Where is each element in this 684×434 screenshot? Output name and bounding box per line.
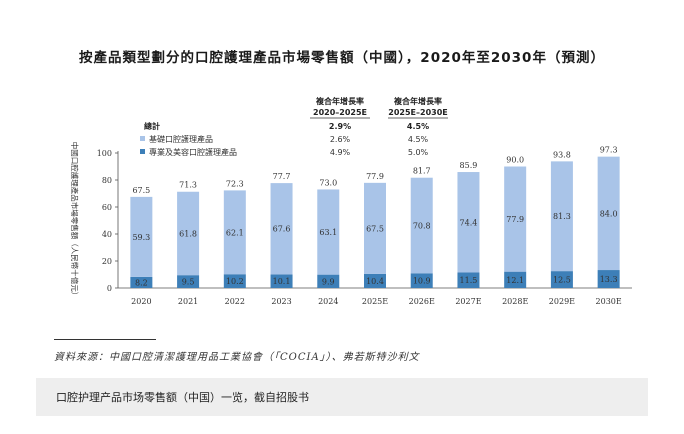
y-tick-label: 100 [97,149,112,158]
cagr-value-2025-2030: 4.5% [408,135,429,144]
data-label-professional: 12.5 [553,276,571,285]
data-label-total: 81.7 [413,167,431,176]
bar-segment-professional [223,274,246,288]
bar-segment-basic [223,190,246,275]
data-label-basic: 59.3 [132,233,150,242]
bar-segment-basic [410,177,433,274]
bar-segment-basic [177,191,200,276]
data-label-basic: 61.8 [179,229,197,238]
data-label-total: 93.8 [553,150,571,159]
x-tick-label: 2021 [178,297,198,306]
stacked-bar-chart: 0 20 40 60 80 100 中國口腔護理產品市場零售額（人民幣十億元） 8.2 59.3… [70,96,632,306]
data-label-total: 85.9 [460,161,478,170]
cagr-col1-period: 2020–2025E [313,108,367,117]
data-label-total: 67.5 [132,186,150,195]
data-label-basic: 67.6 [273,225,291,234]
bar-segment-professional [457,272,480,288]
cagr-value-2025-2030: 5.0% [408,148,429,157]
bar-segment-basic [457,172,480,273]
y-tick-label: 60 [102,203,112,212]
bar-segment-basic [550,161,573,272]
data-label-professional: 13.3 [600,275,618,284]
cagr-row-label: 總計 [144,121,160,131]
data-label-professional: 11.5 [460,276,478,285]
bar-segment-basic [317,189,340,275]
x-tick-label: 2028E [502,297,528,306]
x-tick-label: 2029E [549,297,575,306]
x-tick-label: 2030E [596,297,622,306]
x-tick-label: 2024 [318,297,338,306]
cagr-value-2020-2025: 4.9% [330,148,351,157]
data-label-total: 90.0 [506,156,524,165]
y-tick-label: 80 [102,176,112,185]
chart-title: 按產品類型劃分的口腔護理產品市場零售額（中國），2020年至2030年（預測） [79,50,605,66]
data-label-professional: 8.2 [135,278,148,287]
x-tick-label: 2023 [271,297,291,306]
caption-text: 口腔护理产品市场零售额（中国）一览，截自招股书 [56,391,309,404]
data-label-professional: 10.1 [273,277,291,286]
bar-segment-professional [550,271,573,288]
bar-segment-basic [504,166,527,272]
footnote-divider [54,339,156,340]
bar-segment-professional [177,275,200,288]
bar-segment-professional [317,274,340,288]
data-label-basic: 74.4 [460,218,478,227]
caption-bar: 口腔护理产品市场零售额（中国）一览，截自招股书 [36,378,648,416]
legend-swatch-basic [140,136,145,141]
cagr-value-2020-2025: 2.9% [329,122,351,131]
data-label-basic: 81.3 [553,212,571,221]
y-axis-label: 中國口腔護理產品市場零售額（人民幣十億元） [70,142,80,300]
data-label-professional: 10.4 [366,277,384,286]
data-label-total: 71.3 [179,181,197,190]
cagr-col2-period: 2025E–2030E [388,108,447,117]
x-tick-label: 2026E [409,297,435,306]
data-label-professional: 10.2 [226,277,244,286]
legend-swatch-professional [140,149,145,154]
x-tick-label: 2027E [455,297,481,306]
data-label-total: 77.9 [366,172,384,181]
bar-segment-professional [410,273,433,288]
data-label-basic: 62.1 [226,228,244,237]
bar-segment-basic [364,182,386,274]
data-label-professional: 9.9 [322,277,335,286]
data-label-professional: 12.1 [506,276,524,285]
data-label-basic: 70.8 [413,221,431,230]
data-label-professional: 9.5 [182,278,195,287]
y-tick-label: 20 [102,257,112,266]
cagr-value-2025-2030: 4.5% [407,122,429,131]
x-tick-label: 2025E [362,297,388,306]
data-label-total: 73.0 [319,178,337,187]
bar-segment-basic [597,156,620,271]
x-tick-label: 2022 [225,297,245,306]
source-note: 資料來源：中國口腔清潔護理用品工業協會（「COCIA」）、弗若斯特沙利文 [54,352,420,363]
bar-segment-professional [130,276,153,288]
cagr-col2-header: 複合年增長率 [393,96,442,106]
bar-segment-professional [504,271,527,288]
bar-segment-basic [130,196,153,277]
data-label-basic: 67.5 [366,224,384,233]
data-label-basic: 84.0 [600,209,618,218]
bar-segment-professional [364,273,386,288]
data-label-total: 97.3 [600,146,618,155]
data-label-professional: 10.9 [413,277,431,286]
x-tick-label: 2020 [131,297,151,306]
bar-segment-professional [270,274,293,288]
data-label-total: 77.7 [273,172,291,181]
data-label-basic: 77.9 [506,215,524,224]
bar-segment-professional [597,270,620,288]
cagr-row-label: 基礎口腔護理產品 [149,134,213,144]
data-label-basic: 63.1 [319,228,337,237]
cagr-row-label: 專業及美容口腔護理產品 [149,147,237,157]
bar-segment-basic [270,183,293,275]
y-tick-label: 40 [102,230,112,239]
cagr-col1-header: 複合年增長率 [315,96,364,106]
data-label-total: 72.3 [226,179,244,188]
y-tick-label: 0 [107,284,112,293]
cagr-value-2020-2025: 2.6% [330,135,351,144]
